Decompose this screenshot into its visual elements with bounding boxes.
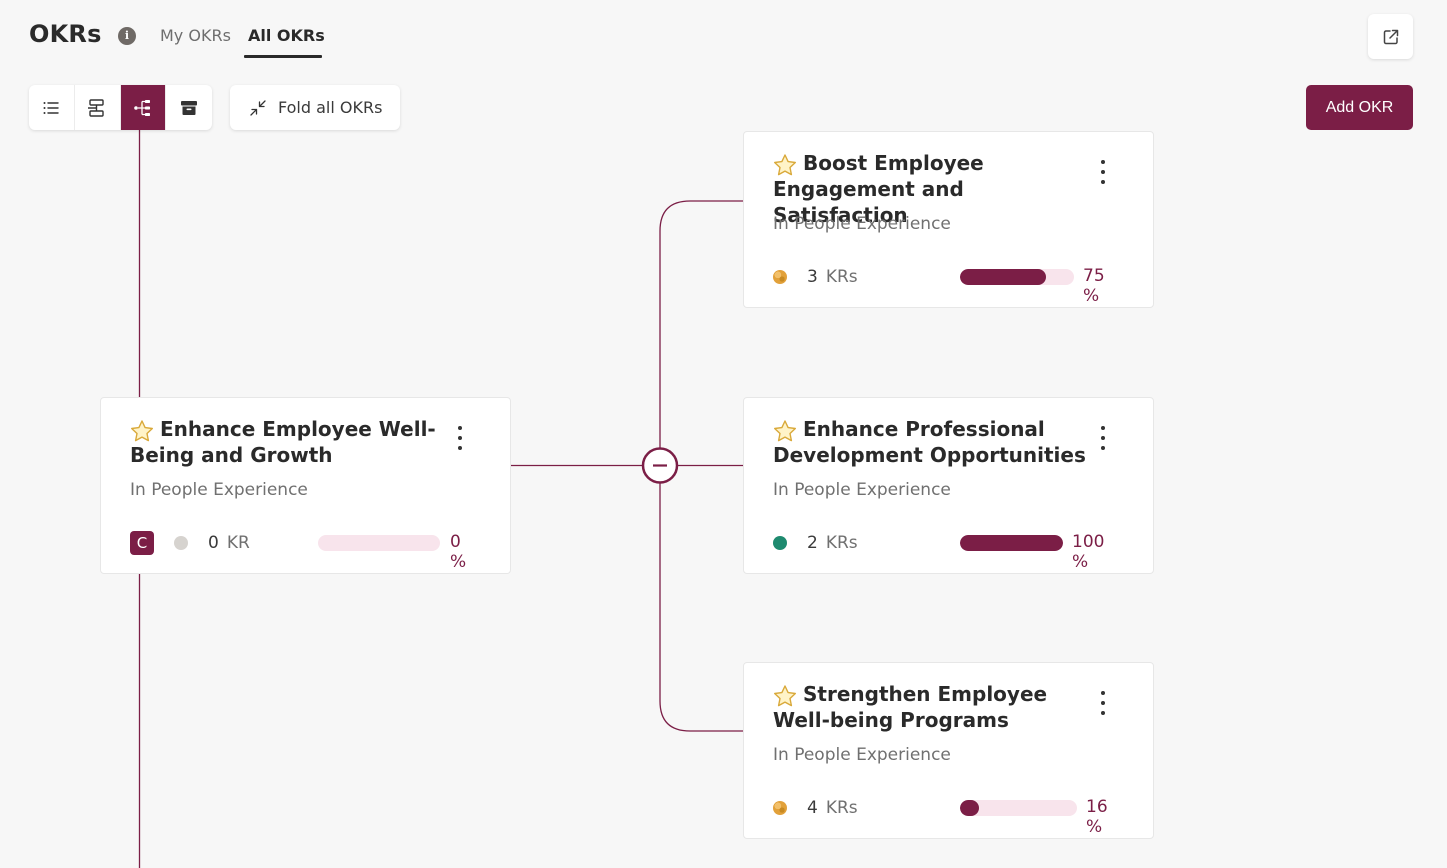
progress-label: 75 % bbox=[1083, 266, 1105, 306]
okr-footer: 3 KRs 75 % bbox=[773, 262, 1124, 306]
fold-all-label: Fold all OKRs bbox=[278, 98, 383, 117]
tree-icon bbox=[134, 99, 150, 116]
archive-view-button[interactable] bbox=[166, 85, 212, 130]
okr-title: Boost Employee Engagement and Satisfacti… bbox=[773, 151, 984, 227]
okr-card-parent[interactable]: Enhance Employee Well-Being and Growth I… bbox=[100, 397, 511, 574]
okr-team: In People Experience bbox=[130, 480, 308, 500]
okr-footer: C 0 KR 0 % bbox=[130, 528, 481, 572]
list-view-button[interactable] bbox=[29, 85, 75, 130]
kr-count: 3 bbox=[807, 267, 818, 287]
tree-view-button[interactable] bbox=[120, 85, 167, 130]
list-icon bbox=[43, 101, 60, 114]
progress-fill bbox=[960, 800, 979, 816]
collapse-arrows-icon bbox=[250, 99, 266, 116]
owner-avatar[interactable]: C bbox=[130, 531, 154, 555]
fold-all-button[interactable]: Fold all OKRs bbox=[230, 85, 400, 130]
progress-label: 100 % bbox=[1072, 532, 1105, 572]
tab-my-okrs[interactable]: My OKRs bbox=[160, 26, 231, 45]
progress-fill bbox=[960, 535, 1063, 551]
star-icon[interactable] bbox=[772, 684, 798, 708]
okr-title: Strengthen Employee Well-being Programs bbox=[773, 682, 1048, 732]
okr-team: In People Experience bbox=[773, 214, 951, 234]
progress-bar bbox=[318, 535, 440, 551]
hierarchy-view-button[interactable] bbox=[75, 85, 121, 130]
hierarchy-icon bbox=[88, 98, 104, 117]
okr-card-child[interactable]: Boost Employee Engagement and Satisfacti… bbox=[743, 131, 1154, 308]
okr-title: Enhance Professional Development Opportu… bbox=[773, 417, 1086, 467]
tab-all-okrs[interactable]: All OKRs bbox=[248, 26, 325, 45]
okr-card-child[interactable]: Enhance Professional Development Opportu… bbox=[743, 397, 1154, 574]
okr-team: In People Experience bbox=[773, 745, 951, 765]
star-icon[interactable] bbox=[772, 153, 798, 177]
okr-team: In People Experience bbox=[773, 480, 951, 500]
okr-title: Enhance Employee Well-Being and Growth bbox=[130, 417, 436, 467]
kr-label: KR bbox=[226, 533, 250, 553]
status-dot bbox=[773, 801, 787, 815]
progress-label: 16 % bbox=[1086, 797, 1108, 837]
active-tab-indicator bbox=[244, 55, 322, 58]
more-options-icon[interactable] bbox=[1093, 160, 1113, 184]
info-icon[interactable]: i bbox=[118, 27, 136, 45]
kr-count: 4 bbox=[807, 798, 818, 818]
status-dot bbox=[773, 536, 787, 550]
okr-footer: 2 KRs 100 % bbox=[773, 528, 1124, 572]
status-dot bbox=[773, 270, 787, 284]
more-options-icon[interactable] bbox=[1093, 426, 1113, 450]
more-options-icon[interactable] bbox=[450, 426, 470, 450]
external-link-icon bbox=[1383, 29, 1398, 44]
archive-icon bbox=[181, 100, 198, 115]
star-icon[interactable] bbox=[129, 419, 155, 443]
kr-label: KRs bbox=[825, 533, 858, 553]
kr-count: 2 bbox=[807, 533, 818, 553]
kr-label: KRs bbox=[825, 798, 858, 818]
page-title: OKRs bbox=[29, 20, 102, 48]
star-icon[interactable] bbox=[772, 419, 798, 443]
progress-bar bbox=[960, 535, 1063, 551]
progress-label: 0 % bbox=[450, 532, 467, 572]
add-okr-button[interactable]: Add OKR bbox=[1306, 85, 1413, 130]
okr-card-child[interactable]: Strengthen Employee Well-being Programs … bbox=[743, 662, 1154, 839]
view-switcher bbox=[29, 85, 212, 130]
more-options-icon[interactable] bbox=[1093, 691, 1113, 715]
collapse-toggle-icon[interactable] bbox=[641, 447, 679, 484]
open-external-button[interactable] bbox=[1368, 14, 1413, 59]
okr-footer: 4 KRs 16 % bbox=[773, 793, 1124, 837]
status-dot bbox=[174, 536, 188, 550]
kr-label: KRs bbox=[825, 267, 858, 287]
progress-bar bbox=[960, 269, 1074, 285]
progress-fill bbox=[960, 269, 1046, 285]
progress-bar bbox=[960, 800, 1077, 816]
kr-count: 0 bbox=[208, 533, 219, 553]
